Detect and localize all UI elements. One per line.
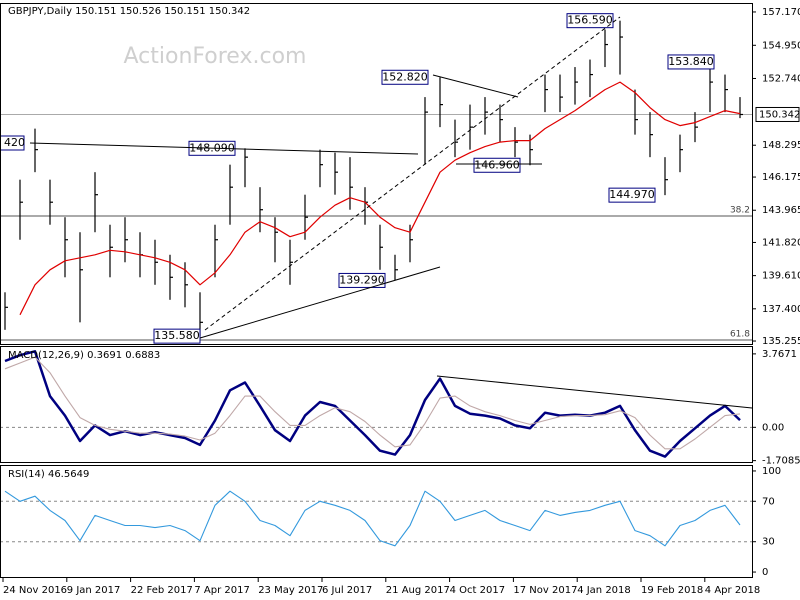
series-line bbox=[4, 490, 741, 547]
fib-label: 61.8 bbox=[730, 330, 750, 340]
macd-panel-frame bbox=[0, 346, 753, 463]
y-tick-label: 141.820 bbox=[762, 237, 800, 248]
series-line bbox=[19, 81, 741, 316]
y-tick-label: 3.7671 bbox=[762, 349, 797, 360]
y-tick-label: 70 bbox=[762, 496, 775, 507]
fib-label: 38.2 bbox=[730, 206, 750, 216]
trend-line bbox=[436, 375, 753, 409]
x-tick-label: 22 Feb 2017 bbox=[131, 585, 193, 596]
trend-line bbox=[432, 74, 519, 98]
panel-title: MACD(12,26,9) 0.3691 0.6883 bbox=[8, 350, 160, 361]
panel-title: RSI(14) 46.5649 bbox=[8, 469, 89, 480]
trend-line bbox=[204, 16, 621, 331]
y-tick-label: 100 bbox=[762, 466, 781, 477]
y-tick-label: 152.740 bbox=[762, 73, 800, 84]
y-tick-label: 157.170 bbox=[762, 7, 800, 18]
annotation-label: 139.290 bbox=[339, 273, 385, 286]
y-tick-label: 139.610 bbox=[762, 271, 800, 282]
x-tick-label: 9 Jan 2017 bbox=[67, 585, 121, 596]
annotation-box bbox=[381, 69, 429, 85]
trend-line bbox=[199, 266, 441, 339]
annotation-label: 153.840 bbox=[668, 55, 714, 68]
x-tick-label: 4 Jan 2018 bbox=[577, 585, 631, 596]
series-line bbox=[4, 356, 741, 450]
edge-label-box bbox=[0, 135, 25, 151]
annotation-label: 135.580 bbox=[154, 329, 200, 342]
annotation-box bbox=[338, 272, 386, 288]
trend-line bbox=[29, 142, 419, 155]
y-tick-label: 0 bbox=[762, 567, 768, 578]
trend-lines bbox=[29, 16, 753, 409]
x-tick-label: 6 Jul 2017 bbox=[322, 585, 372, 596]
annotation-box bbox=[473, 157, 521, 173]
x-tick-label: 4 Oct 2017 bbox=[450, 585, 505, 596]
x-tick-label: 23 May 2017 bbox=[258, 585, 323, 596]
y-tick-label: 135.255 bbox=[762, 336, 800, 347]
annotation-box bbox=[608, 187, 656, 203]
x-tick-label: 21 Aug 2017 bbox=[386, 585, 450, 596]
last-price-box bbox=[755, 106, 800, 122]
annotation-label: 152.820 bbox=[382, 70, 428, 83]
x-tick-label: 19 Feb 2018 bbox=[641, 585, 703, 596]
y-tick-label: 0.00 bbox=[762, 422, 784, 433]
x-tick-label: 24 Nov 2016 bbox=[3, 585, 67, 596]
annotation-label: 146.960 bbox=[474, 158, 520, 171]
rsi-panel-frame bbox=[0, 465, 753, 578]
watermark: ActionForex.com bbox=[124, 44, 307, 69]
y-tick-label: 146.175 bbox=[762, 172, 800, 183]
annotation-label: 144.970 bbox=[609, 188, 655, 201]
y-tick-label: -1.7085 bbox=[762, 456, 800, 467]
last-price-label: 150.342 bbox=[759, 109, 800, 120]
y-tick-label: 143.965 bbox=[762, 205, 800, 216]
y-tick-label: 148.295 bbox=[762, 140, 800, 151]
x-tick-label: 17 Nov 2017 bbox=[513, 585, 577, 596]
y-tick-label: 154.950 bbox=[762, 40, 800, 51]
chart-title: GBPJPY,Daily 150.151 150.526 150.151 150… bbox=[8, 6, 250, 17]
edge-label: 420 bbox=[4, 136, 25, 149]
price-panel-frame bbox=[0, 3, 753, 345]
annotation-box bbox=[153, 328, 201, 344]
annotation-box bbox=[566, 13, 614, 29]
annotation-box bbox=[667, 54, 715, 70]
x-tick-label: 7 Apr 2017 bbox=[194, 585, 249, 596]
x-tick-label: 4 Apr 2018 bbox=[705, 585, 760, 596]
y-tick-label: 30 bbox=[762, 537, 775, 548]
y-tick-label: 137.400 bbox=[762, 304, 800, 315]
annotation-label: 156.590 bbox=[567, 14, 613, 27]
